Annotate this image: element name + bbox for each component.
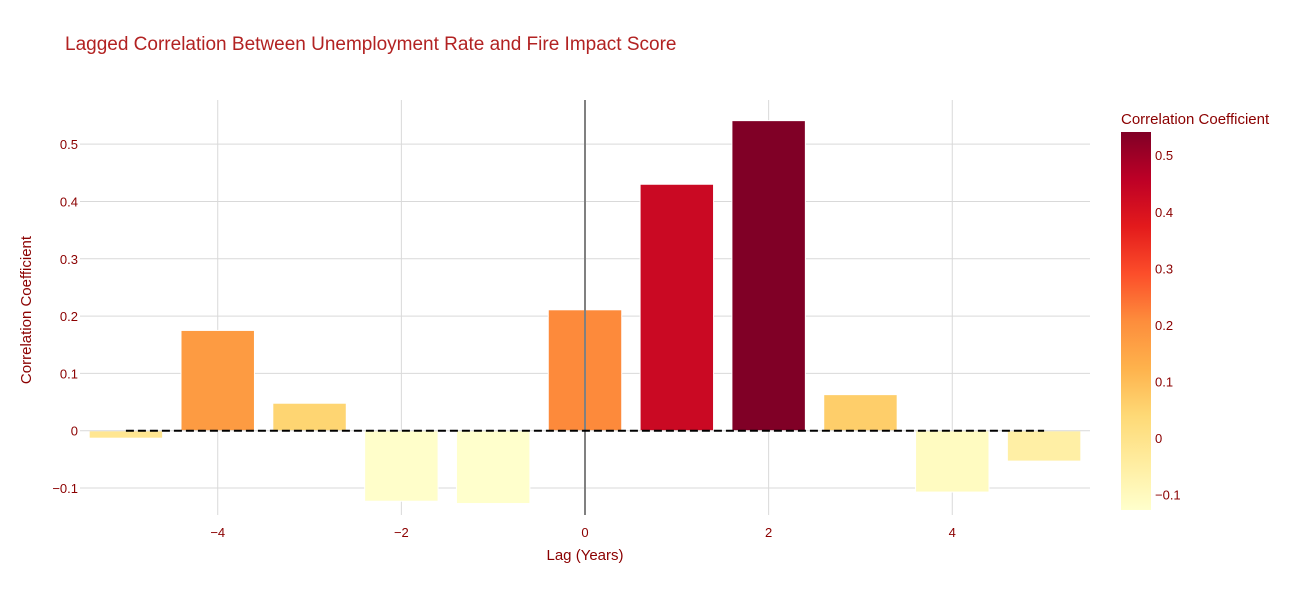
bar-lag--3 xyxy=(272,402,347,432)
x-tick-label: −2 xyxy=(394,525,409,540)
y-tick-label: 0.2 xyxy=(60,309,78,324)
reference-lines xyxy=(80,100,1090,515)
x-tick-label: 2 xyxy=(765,525,772,540)
bar-lag-2 xyxy=(731,120,806,432)
y-tick-label: −0.1 xyxy=(52,481,78,496)
colorbar-title: Correlation Coefficient xyxy=(1121,111,1270,128)
bar-lag--2 xyxy=(364,430,439,502)
y-axis-title: Correlation Coefficient xyxy=(18,235,35,384)
colorbar-tick-label: −0.1 xyxy=(1155,488,1181,503)
y-tick-label: 0 xyxy=(71,424,78,439)
colorbar-tick-label: 0.4 xyxy=(1155,205,1173,220)
x-tick-label: −4 xyxy=(210,525,225,540)
bar-lag-1 xyxy=(639,183,715,432)
bar-lag-5 xyxy=(1006,430,1082,462)
x-tick-label: 0 xyxy=(581,525,588,540)
colorbar-tick-label: 0.1 xyxy=(1155,375,1173,390)
colorbar-tick-label: 0.2 xyxy=(1155,318,1173,333)
bar-lag-4 xyxy=(915,430,990,493)
colorbar-gradient xyxy=(1121,132,1151,510)
colorbar-tick-label: 0.3 xyxy=(1155,261,1173,276)
colorbar-tick-label: 0.5 xyxy=(1155,148,1173,163)
y-tick-label: 0.4 xyxy=(60,194,78,209)
x-axis-title: Lag (Years) xyxy=(547,547,624,564)
chart-title: Lagged Correlation Between Unemployment … xyxy=(65,34,677,55)
bar-lag--1 xyxy=(455,430,531,505)
colorbar-tick-label: 0 xyxy=(1155,431,1162,446)
bar-lag--5 xyxy=(88,430,164,439)
y-tick-label: 0.5 xyxy=(60,137,78,152)
axis-layer: −0.1 0 0.1 0.2 0.3 0.4 0.5 −4 −2 0 2 4 xyxy=(52,137,956,540)
y-tick-label: 0.3 xyxy=(60,252,78,267)
bar-lag-3 xyxy=(823,394,898,432)
colorbar: Correlation Coefficient −0.1 0 0.1 0.2 0.3 0.… xyxy=(1121,111,1270,510)
y-tick-label: 0.1 xyxy=(60,366,78,381)
bar-lag--4 xyxy=(180,329,255,432)
x-tick-label: 4 xyxy=(949,525,956,540)
